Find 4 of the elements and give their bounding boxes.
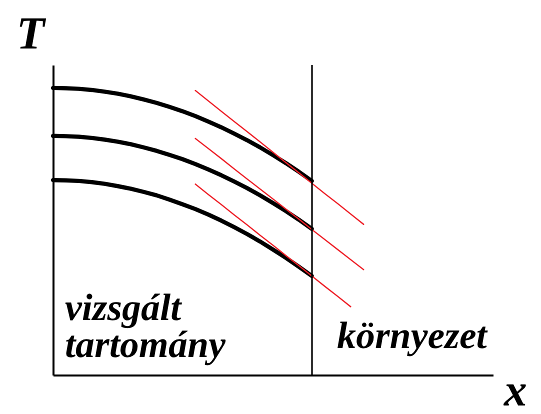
annotation: vizsgált tartomány [65, 287, 226, 366]
annotation: környezet [337, 315, 488, 357]
x-axis-title: x [503, 364, 527, 414]
y-axis-title: T [16, 8, 46, 58]
